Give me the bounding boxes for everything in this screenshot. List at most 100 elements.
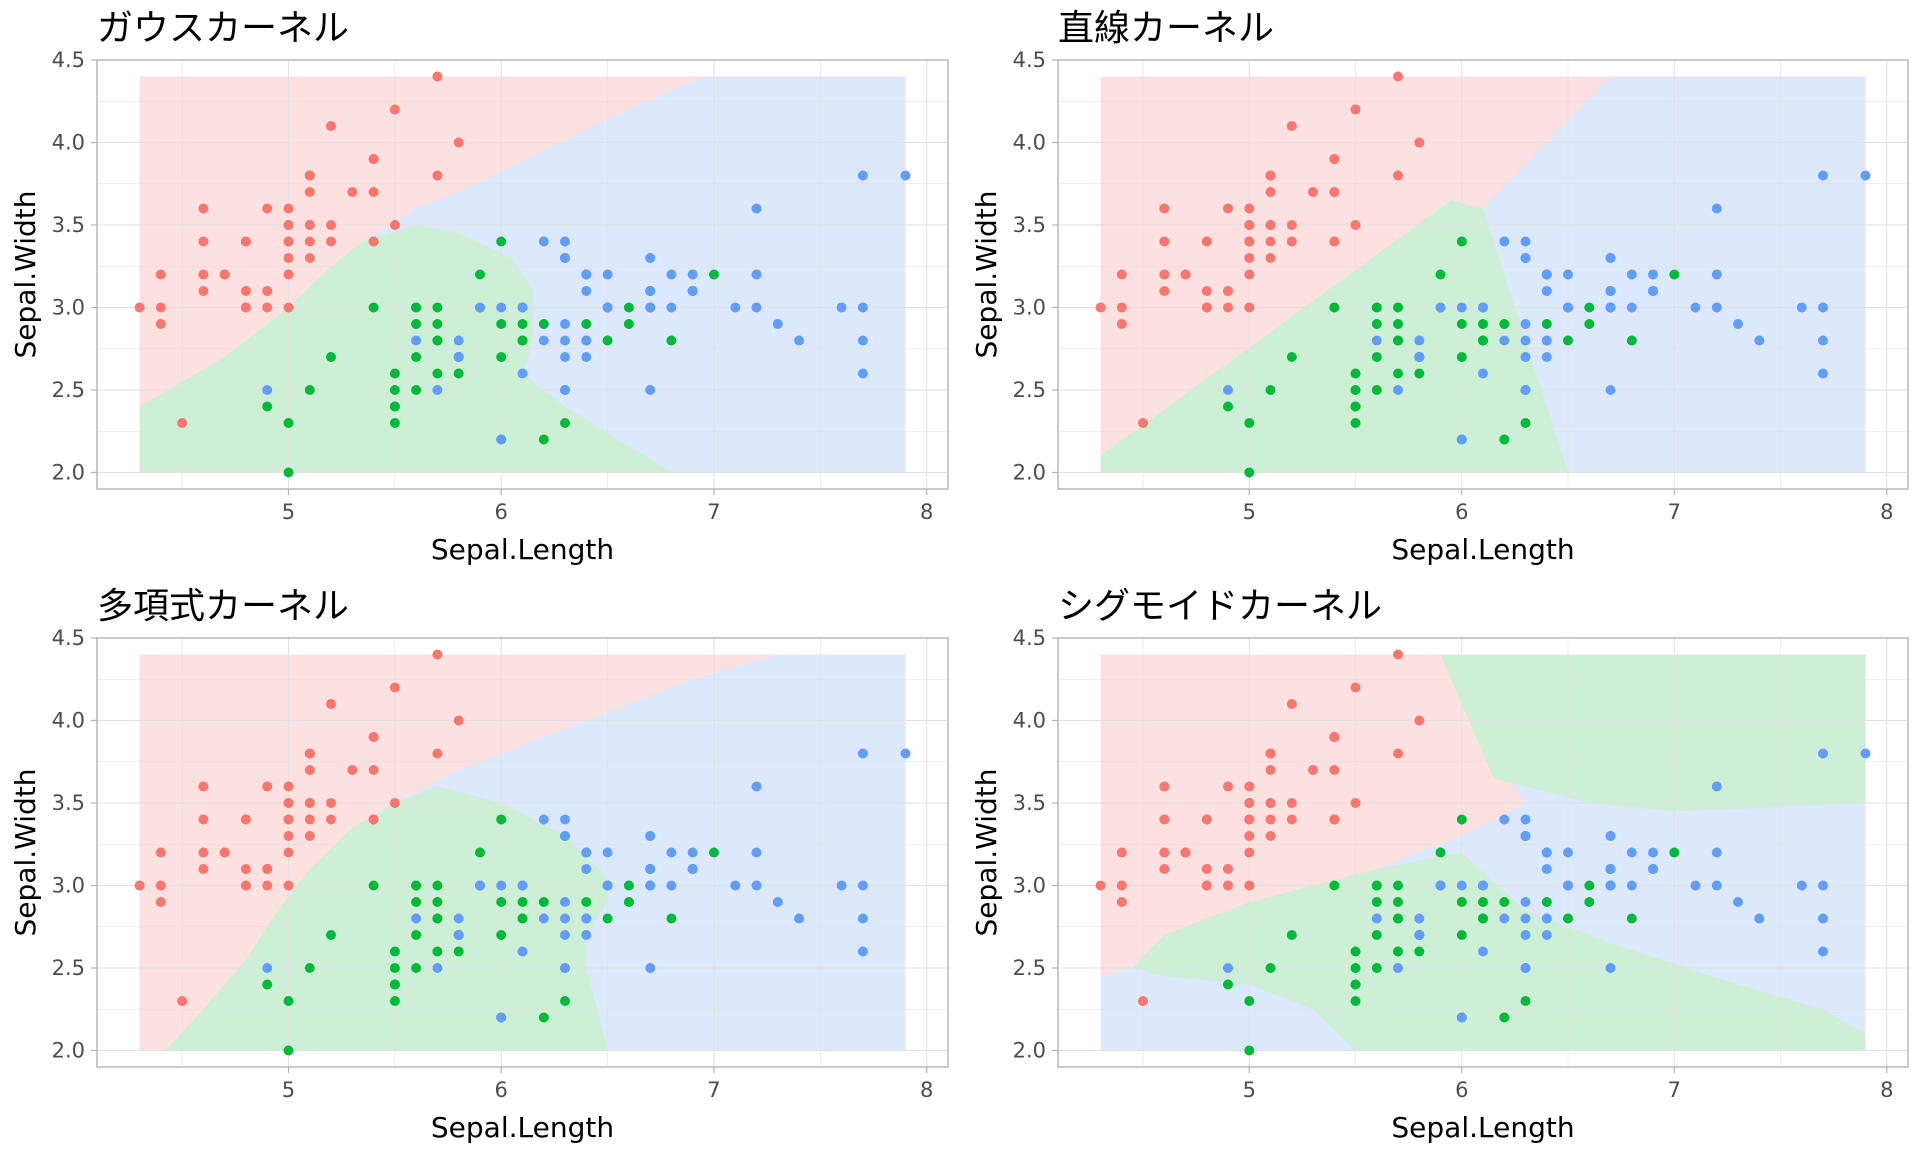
data-point-setosa [1138,418,1148,428]
data-point-virginica [262,963,273,973]
data-point-virginica [1711,781,1722,792]
data-point-virginica [1414,913,1425,924]
data-point-setosa [1223,302,1233,313]
data-point-setosa [368,236,379,247]
data-point-virginica [666,302,677,313]
x-tick-label: 5 [1243,500,1256,524]
data-point-virginica [453,352,464,362]
data-point-setosa [283,847,294,858]
data-point-versicolor [496,930,507,940]
chart-title: 直線カーネル [1058,8,1274,49]
data-point-virginica [560,963,570,973]
data-point-virginica [1478,302,1488,313]
data-point-virginica [1520,352,1531,362]
data-point-versicolor [1393,302,1403,313]
data-point-virginica [560,913,570,924]
data-point-setosa [1329,236,1340,247]
data-point-setosa [304,814,315,825]
data-point-versicolor [1329,302,1340,313]
x-tick-label: 7 [707,1078,720,1102]
data-point-setosa [304,765,315,775]
data-point-setosa [283,831,294,841]
data-point-setosa [453,715,464,726]
data-point-virginica [560,253,570,263]
data-point-versicolor [1478,897,1488,907]
data-point-versicolor [1371,319,1382,329]
data-point-virginica [857,880,868,891]
data-point-versicolor [1286,352,1297,362]
data-point-setosa [1201,236,1212,247]
data-point-setosa [304,236,315,247]
data-point-versicolor [1414,368,1425,379]
data-point-versicolor [411,897,422,907]
data-point-setosa [1286,798,1297,808]
data-point-versicolor [1499,1012,1510,1023]
data-point-virginica [560,831,570,841]
data-point-versicolor [496,352,507,362]
data-point-versicolor [1265,963,1276,973]
data-point-setosa [155,847,166,858]
data-point-virginica [1818,170,1828,181]
data-point-versicolor [1541,897,1552,907]
data-point-virginica [1520,253,1531,263]
data-point-versicolor [538,1012,549,1023]
data-point-virginica [581,335,592,346]
data-point-setosa [1223,880,1233,891]
data-point-versicolor [1350,979,1361,990]
data-point-virginica [1711,269,1722,280]
data-point-virginica [751,269,762,280]
data-point-versicolor [517,913,528,924]
data-point-virginica [794,913,805,924]
data-point-virginica [1541,847,1552,858]
y-tick-label: 3.0 [1013,874,1046,898]
data-point-setosa [1244,814,1255,825]
data-point-virginica [857,913,868,924]
data-point-setosa [177,996,188,1006]
data-point-versicolor [1223,979,1233,990]
data-point-versicolor [326,352,336,362]
data-point-setosa [1265,765,1276,775]
data-point-versicolor [432,880,443,891]
data-point-setosa [304,748,315,759]
data-point-setosa [1244,302,1255,313]
y-tick-label: 3.5 [52,213,85,237]
data-point-versicolor [709,269,719,280]
data-point-virginica [1563,880,1573,891]
data-point-versicolor [1223,401,1233,412]
data-point-setosa [1265,798,1276,808]
data-point-setosa [1180,847,1191,858]
data-point-virginica [581,864,592,874]
x-tick-label: 5 [282,500,295,524]
x-axis-title: Sepal.Length [1391,1111,1574,1144]
x-tick-label: 6 [495,500,508,524]
data-point-setosa [240,814,251,825]
data-point-setosa [1286,236,1297,247]
data-point-setosa [1350,682,1361,693]
data-point-versicolor [389,418,400,428]
data-point-versicolor [560,418,570,428]
data-point-virginica [1541,286,1552,296]
data-point-setosa [1116,269,1127,280]
x-tick-label: 8 [1880,1078,1893,1102]
data-point-setosa [1159,847,1170,858]
data-point-virginica [1605,864,1616,874]
data-point-setosa [1244,880,1255,891]
data-point-versicolor [432,319,443,329]
data-point-versicolor [1435,269,1446,280]
data-point-setosa [1116,847,1127,858]
data-point-setosa [1116,319,1127,329]
data-point-setosa [1159,781,1170,792]
data-point-virginica [687,847,698,858]
data-point-virginica [1733,319,1743,329]
y-tick-label: 2.0 [1013,1039,1046,1063]
y-tick-label: 4.0 [1013,709,1046,733]
data-point-versicolor [326,930,336,940]
data-point-virginica [1456,302,1467,313]
data-point-setosa [1159,286,1170,296]
data-point-setosa [1138,996,1148,1006]
data-point-setosa [240,236,251,247]
y-tick-label: 3.5 [1013,791,1046,815]
data-point-setosa [1286,121,1297,131]
data-point-virginica [1456,1012,1467,1023]
x-tick-label: 5 [282,1078,295,1102]
